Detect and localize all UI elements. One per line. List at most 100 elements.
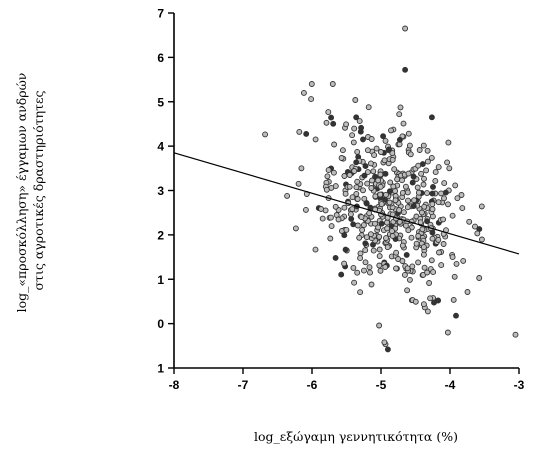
scatter-point bbox=[449, 254, 456, 261]
scatter-point bbox=[400, 209, 407, 216]
scatter-point bbox=[427, 295, 434, 302]
scatter-point bbox=[327, 214, 334, 221]
scatter-point bbox=[424, 158, 431, 165]
scatter-point bbox=[377, 267, 384, 274]
scatter-point bbox=[356, 234, 363, 241]
scatter-point bbox=[370, 168, 377, 175]
scatter-point bbox=[432, 169, 439, 176]
scatter-point bbox=[393, 265, 399, 272]
scatter-point bbox=[396, 207, 403, 214]
scatter-point bbox=[444, 159, 451, 166]
scatter-point bbox=[360, 187, 366, 194]
scatter-point bbox=[367, 269, 373, 276]
scatter-point bbox=[359, 227, 366, 233]
scatter-point bbox=[349, 132, 356, 139]
trend-line bbox=[173, 152, 520, 255]
scatter-point bbox=[377, 191, 384, 198]
scatter-point bbox=[365, 104, 372, 111]
y-tick-label: 0 bbox=[157, 317, 164, 331]
scatter-point bbox=[353, 159, 360, 166]
scatter-point bbox=[327, 235, 334, 242]
scatter-point bbox=[318, 206, 325, 212]
x-tick-label: -6 bbox=[307, 378, 318, 392]
scatter-point bbox=[384, 225, 391, 232]
scatter-point bbox=[411, 197, 418, 204]
scatter-point bbox=[361, 267, 367, 274]
scatter-point bbox=[361, 172, 368, 179]
scatter-point bbox=[388, 127, 394, 134]
scatter-point bbox=[383, 191, 389, 198]
scatter-point bbox=[358, 214, 365, 221]
y-axis-label-line-2: στις αγροτικές δραστηριότητες bbox=[31, 90, 46, 290]
scatter-point bbox=[478, 203, 485, 210]
scatter-point bbox=[350, 139, 357, 146]
scatter-point bbox=[362, 259, 369, 266]
x-tick-label: -4 bbox=[445, 378, 456, 392]
scatter-point bbox=[341, 260, 348, 267]
scatter-point bbox=[450, 296, 457, 303]
scatter-point bbox=[409, 263, 416, 270]
x-tick-label: -3 bbox=[514, 378, 525, 392]
y-tick-label: 6 bbox=[157, 51, 164, 65]
scatter-point bbox=[428, 257, 435, 264]
scatter-point bbox=[354, 148, 361, 155]
scatter-point bbox=[376, 322, 383, 329]
scatter-point bbox=[464, 289, 471, 295]
scatter-point bbox=[325, 109, 332, 116]
scatter-point bbox=[478, 236, 485, 243]
scatter-point bbox=[409, 179, 416, 186]
scatter-point bbox=[395, 256, 402, 262]
scatter-point bbox=[476, 275, 483, 281]
scatter-point bbox=[405, 130, 412, 137]
scatter-point bbox=[400, 120, 407, 127]
scatter-point bbox=[356, 118, 363, 125]
scatter-point bbox=[368, 281, 375, 288]
scatter-point bbox=[324, 173, 331, 180]
tick-labels-layer: -8 -7 -6 -5 -4 -3 1 0 1 2 3 4 5 6 7 bbox=[157, 7, 524, 393]
scatter-point bbox=[410, 203, 417, 210]
y-axis-label: log_«προσκόλληση» έγγαμων ανδρών στις αγ… bbox=[14, 69, 46, 313]
scatter-point bbox=[404, 204, 411, 211]
scatter-point bbox=[378, 220, 385, 227]
scatter-point bbox=[381, 157, 388, 164]
scatter-point bbox=[407, 151, 414, 158]
scatter-point bbox=[331, 141, 338, 148]
scatter-point bbox=[330, 169, 337, 176]
scatter-point bbox=[358, 124, 365, 131]
scatter-point bbox=[312, 246, 319, 253]
scatter-point bbox=[429, 235, 436, 242]
scatter-point bbox=[328, 114, 335, 121]
scatter-point bbox=[453, 312, 459, 319]
scatter-point bbox=[351, 279, 358, 286]
scatter-point bbox=[424, 147, 431, 154]
scatter-point bbox=[424, 190, 430, 197]
scatter-point bbox=[338, 155, 345, 161]
scatter-point bbox=[445, 139, 452, 146]
scatter-point bbox=[404, 287, 411, 294]
scatter-point bbox=[389, 156, 396, 163]
scatter-point bbox=[292, 225, 299, 232]
scatter-point bbox=[474, 230, 481, 237]
scatter-point bbox=[441, 180, 448, 187]
scatter-point bbox=[377, 149, 384, 155]
scatter-point bbox=[438, 262, 445, 269]
scatter-point bbox=[446, 165, 453, 172]
x-tick-label: -8 bbox=[169, 378, 180, 392]
scatter-point bbox=[413, 240, 420, 247]
scatter-point bbox=[429, 190, 436, 197]
scatter-point bbox=[384, 219, 390, 226]
scatter-point bbox=[376, 253, 383, 260]
scatter-point bbox=[444, 329, 451, 336]
scatter-point bbox=[429, 229, 436, 236]
scatter-point bbox=[389, 150, 396, 157]
scatter-point bbox=[362, 240, 369, 247]
scatter-point bbox=[415, 162, 422, 169]
scatter-point bbox=[368, 185, 375, 191]
scatter-point bbox=[353, 184, 360, 191]
scatter-point bbox=[341, 232, 348, 239]
scatter-point bbox=[415, 259, 422, 266]
scatter-point bbox=[351, 168, 358, 174]
scatter-point bbox=[335, 216, 342, 223]
scatter-point bbox=[367, 231, 374, 238]
scatter-point bbox=[452, 182, 459, 189]
